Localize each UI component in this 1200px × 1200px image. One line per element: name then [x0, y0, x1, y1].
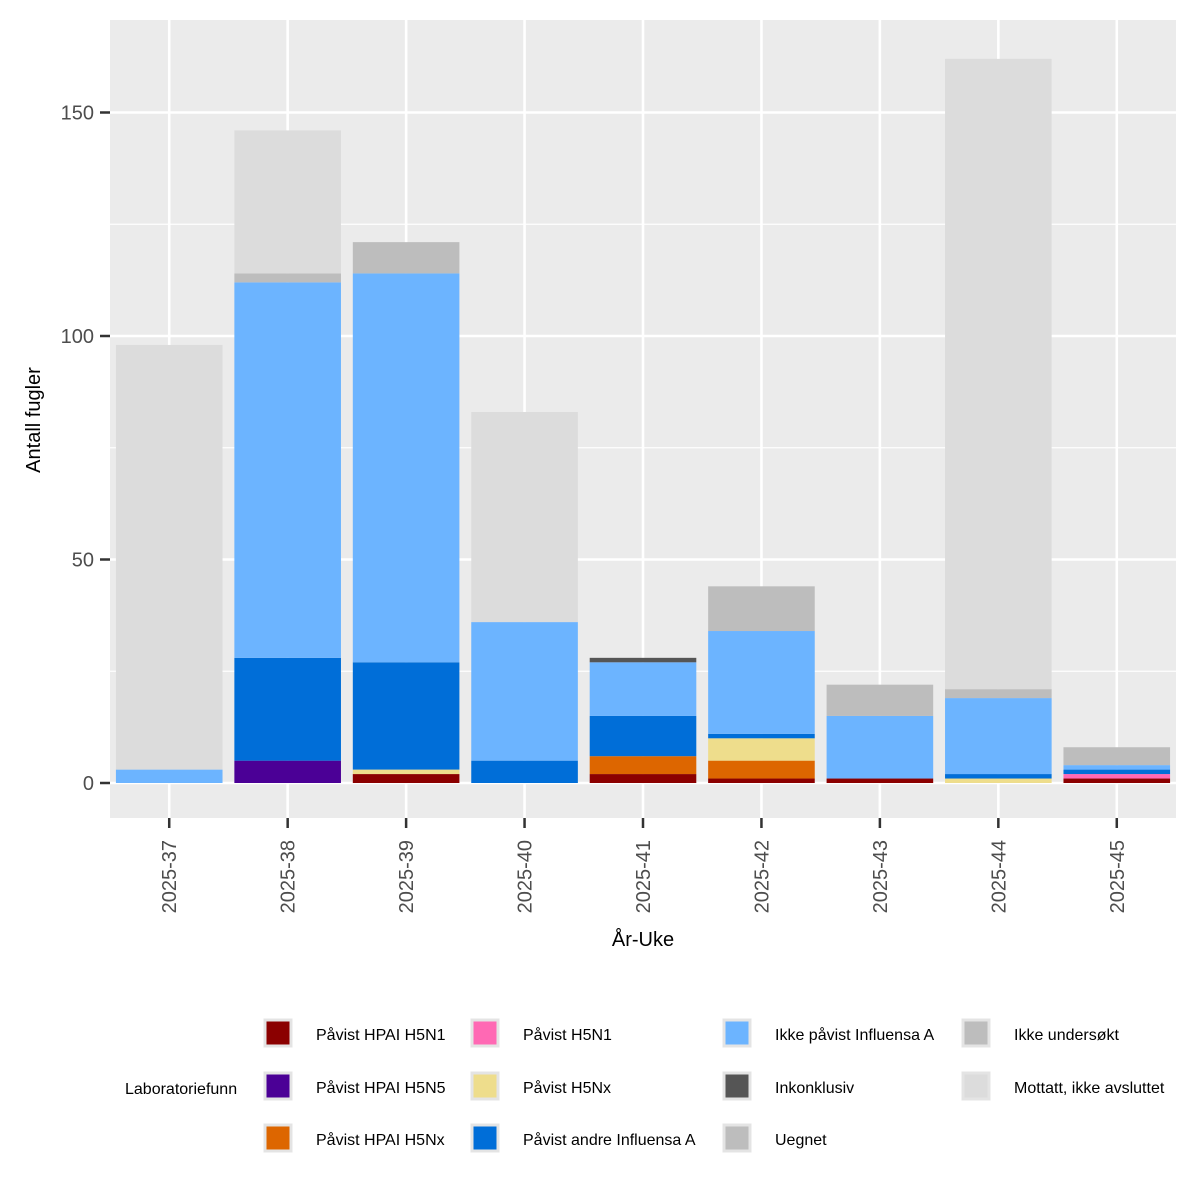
legend-label: Mottatt, ikke avsluttet	[1014, 1080, 1165, 1097]
bar-segment	[352, 242, 460, 274]
y-tick-label: 150	[61, 103, 94, 125]
legend-label: Påvist HPAI H5Nx	[316, 1131, 445, 1149]
legend-label: Uegnet	[775, 1132, 827, 1149]
legend-key	[263, 1123, 293, 1153]
bar-segment	[234, 273, 341, 283]
x-tick-label: 2025-38	[278, 840, 300, 913]
x-tick-label: 2025-42	[751, 840, 773, 913]
bar-segment	[589, 715, 697, 757]
x-tick-label: 2025-41	[633, 840, 655, 913]
bar-segment	[945, 58, 1052, 690]
bar-segment	[234, 760, 341, 783]
x-axis-title: År-Uke	[612, 928, 674, 951]
legend-key	[722, 1071, 752, 1101]
legend-key	[263, 1018, 293, 1048]
bar-segment	[945, 689, 1052, 699]
bar-segment	[945, 778, 1052, 783]
legend-key	[961, 1018, 991, 1048]
legend-key	[470, 1123, 500, 1153]
bar-segment	[826, 778, 934, 783]
bar-segment	[115, 769, 223, 783]
bar-segment	[352, 662, 460, 770]
bar-segment	[945, 774, 1052, 779]
bar-segment	[471, 622, 578, 761]
legend-label: Ikke påvist Influensa A	[775, 1026, 935, 1044]
bar-segment	[352, 774, 460, 783]
legend-label: Påvist H5Nx	[523, 1079, 611, 1097]
bar-segment	[708, 631, 815, 734]
bar-segment	[589, 662, 697, 716]
legend-label: Påvist HPAI H5N5	[316, 1079, 446, 1097]
bar-segment	[234, 130, 341, 274]
bar-segment	[234, 657, 341, 761]
legend-label: Påvist andre Influensa A	[523, 1131, 696, 1149]
legend-key	[263, 1071, 293, 1101]
bar-segment	[1063, 769, 1171, 775]
bar-segment	[1063, 747, 1171, 766]
legend: Laboratoriefunn Påvist HPAI H5N1 Påvist H…	[125, 1018, 1165, 1153]
bar-segment	[708, 586, 815, 632]
bar-segment	[589, 657, 697, 663]
bar-segment	[234, 282, 341, 658]
legend-title: Laboratoriefunn	[125, 1081, 237, 1098]
x-axis: 2025-37 2025-38 2025-39 2025-40 2025-41 2025-…	[159, 818, 1129, 913]
bar-segment	[826, 715, 934, 779]
legend-label: Inkonklusiv	[775, 1080, 854, 1097]
bar-segment	[471, 760, 578, 783]
legend-key	[722, 1123, 752, 1153]
bar-segment	[352, 273, 460, 663]
bar-segment	[708, 738, 815, 761]
bar-segment	[115, 344, 223, 770]
y-tick-label: 50	[72, 550, 94, 572]
bar-segment	[471, 411, 578, 623]
bar-segment	[1063, 774, 1171, 779]
x-tick-label: 2025-39	[396, 840, 418, 913]
x-tick-label: 2025-40	[515, 840, 537, 913]
x-tick-label: 2025-37	[159, 840, 181, 913]
x-tick-label: 2025-43	[870, 840, 892, 913]
bar-segment	[589, 756, 697, 775]
bar-segment	[1063, 765, 1171, 770]
bar-segment	[945, 698, 1052, 775]
bar-segment	[708, 760, 815, 779]
x-tick-label: 2025-45	[1107, 840, 1129, 913]
legend-label: Påvist H5N1	[523, 1026, 612, 1044]
legend-key	[722, 1018, 752, 1048]
bar-segment	[1063, 778, 1171, 783]
y-axis-title: Antall fugler	[23, 367, 45, 473]
y-axis: 0 50 100 150	[61, 103, 110, 795]
bar-segment	[708, 733, 815, 739]
legend-label: Påvist HPAI H5N1	[316, 1026, 446, 1044]
y-tick-label: 0	[83, 773, 94, 795]
bar-segment	[589, 774, 697, 783]
legend-key	[470, 1071, 500, 1101]
y-tick-label: 100	[61, 326, 94, 348]
bar-segment	[352, 769, 460, 775]
bar-segment	[708, 778, 815, 783]
x-tick-label: 2025-44	[988, 840, 1010, 913]
bar-segment	[826, 684, 934, 716]
legend-key	[470, 1018, 500, 1048]
legend-label: Ikke undersøkt	[1014, 1027, 1119, 1044]
bars	[115, 58, 1171, 783]
legend-key	[961, 1071, 991, 1101]
